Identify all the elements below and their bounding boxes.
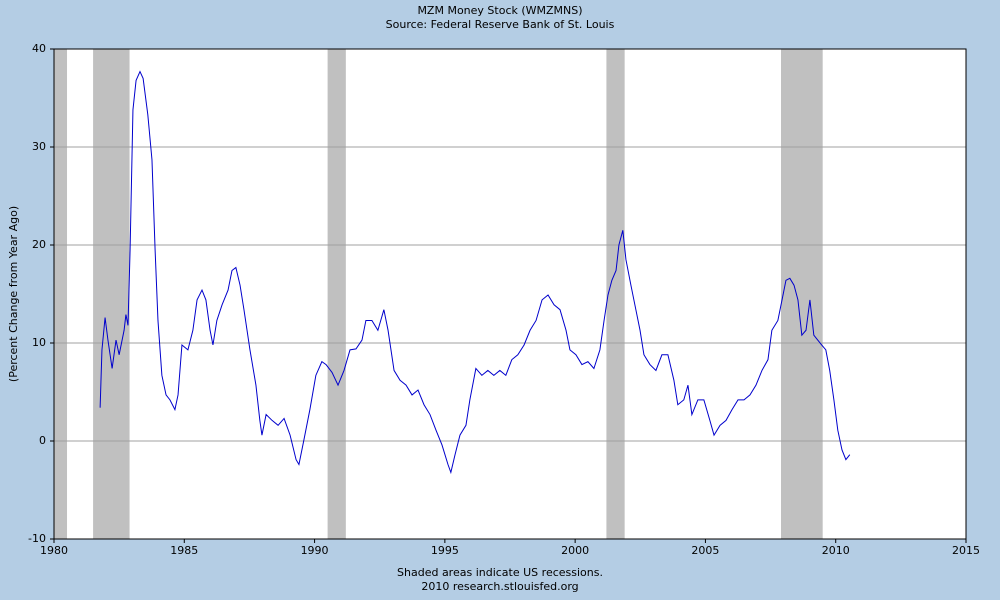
- y-tick-label: 0: [39, 434, 46, 447]
- recession-band: [780, 49, 823, 539]
- plot-area: [53, 48, 967, 540]
- x-tick-label: 1990: [301, 544, 329, 557]
- y-tick-label: 30: [32, 140, 46, 153]
- x-tick-label: 2010: [822, 544, 850, 557]
- x-tick-label: 2000: [561, 544, 589, 557]
- data-line: [99, 70, 851, 475]
- footnote: 2010 research.stlouisfed.org: [421, 580, 578, 593]
- y-tick-label: 40: [32, 42, 46, 55]
- plot-border: [53, 48, 967, 540]
- y-tick-label: 20: [32, 238, 46, 251]
- chart-title: MZM Money Stock (WMZMNS): [417, 4, 582, 17]
- x-tick-label: 2005: [691, 544, 719, 557]
- x-tick-label: 1980: [40, 544, 68, 557]
- recession-band: [606, 49, 625, 539]
- footnote: Shaded areas indicate US recessions.: [397, 566, 603, 579]
- recession-band: [327, 49, 346, 539]
- plot: [54, 48, 966, 540]
- recession-band: [93, 49, 130, 539]
- chart-subtitle: Source: Federal Reserve Bank of St. Loui…: [386, 18, 615, 31]
- recession-band: [54, 49, 68, 539]
- y-tick-label: 10: [32, 336, 46, 349]
- x-tick-label: 2015: [952, 544, 980, 557]
- x-tick-label: 1985: [170, 544, 198, 557]
- x-tick-label: 1995: [431, 544, 459, 557]
- y-axis-label: (Percent Change from Year Ago): [7, 206, 20, 382]
- y-tick-label: -10: [28, 532, 46, 545]
